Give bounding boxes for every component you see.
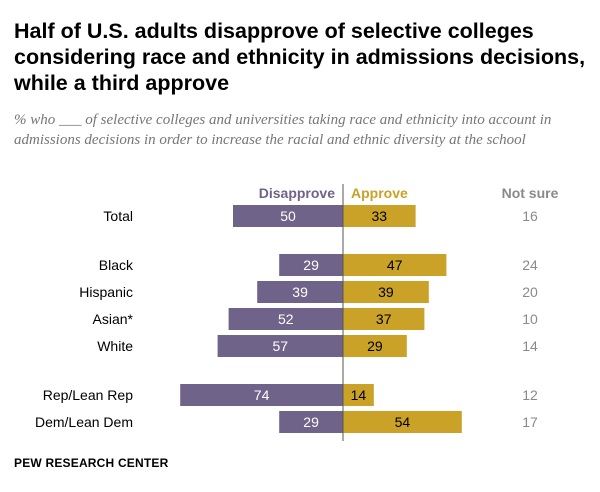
bar-approve [343,254,447,276]
value-label-not-sure: 10 [522,311,538,327]
chart-subtitle: % who ___ of selective colleges and univ… [14,112,552,148]
bar-approve [343,281,429,303]
chart-row: Hispanic 39 39 20 [79,281,538,303]
value-label-approve: 33 [372,208,388,224]
bar-approve [343,308,425,330]
chart-row: Black 29 47 24 [99,254,538,276]
bar-approve [343,205,416,227]
value-label-disapprove: 50 [280,208,296,224]
category-label: Dem/Lean Dem [35,414,133,430]
value-label-disapprove: 29 [303,257,319,273]
value-label-not-sure: 12 [522,387,538,403]
chart-title: Half of U.S. adults disapprove of select… [14,19,586,95]
category-label: Hispanic [79,284,133,300]
value-label-approve: 29 [367,338,383,354]
category-label: Total [103,208,133,224]
category-label: Asian* [93,311,134,327]
chart-row: Dem/Lean Dem 29 54 17 [35,411,538,433]
value-label-disapprove: 57 [273,338,289,354]
bar-approve [343,384,374,406]
value-label-not-sure: 20 [522,284,538,300]
value-label-not-sure: 17 [522,414,538,430]
bar-disapprove [257,281,343,303]
value-label-approve: 39 [378,284,394,300]
chart-row: Asian* 52 37 10 [93,308,538,330]
value-label-approve: 47 [387,257,403,273]
chart-row: Total 50 33 16 [103,205,538,227]
category-label: White [97,338,133,354]
bar-disapprove [279,254,343,276]
bar-disapprove [279,411,343,433]
bar-disapprove [233,205,343,227]
header-not-sure: Not sure [502,185,559,201]
bar-disapprove [217,335,343,357]
bar-disapprove [180,384,343,406]
value-label-disapprove: 39 [292,284,308,300]
bar-approve [343,411,462,433]
category-label: Black [99,257,134,273]
bar-disapprove [228,308,343,330]
header-approve: Approve [351,185,408,201]
value-label-disapprove: 74 [254,387,270,403]
source-credit: PEW RESEARCH CENTER [14,456,169,470]
value-label-disapprove: 29 [303,414,319,430]
value-label-approve: 54 [395,414,411,430]
chart-row: White 57 29 14 [97,335,538,357]
bar-approve [343,335,407,357]
value-label-not-sure: 14 [522,338,538,354]
value-label-not-sure: 24 [522,257,538,273]
category-label: Rep/Lean Rep [43,387,134,403]
value-label-approve: 37 [376,311,392,327]
chart-row: Rep/Lean Rep 74 14 12 [43,384,538,406]
value-label-approve: 14 [351,387,367,403]
value-label-not-sure: 16 [522,208,538,224]
header-disapprove: Disapprove [259,185,335,201]
value-label-disapprove: 52 [278,311,294,327]
